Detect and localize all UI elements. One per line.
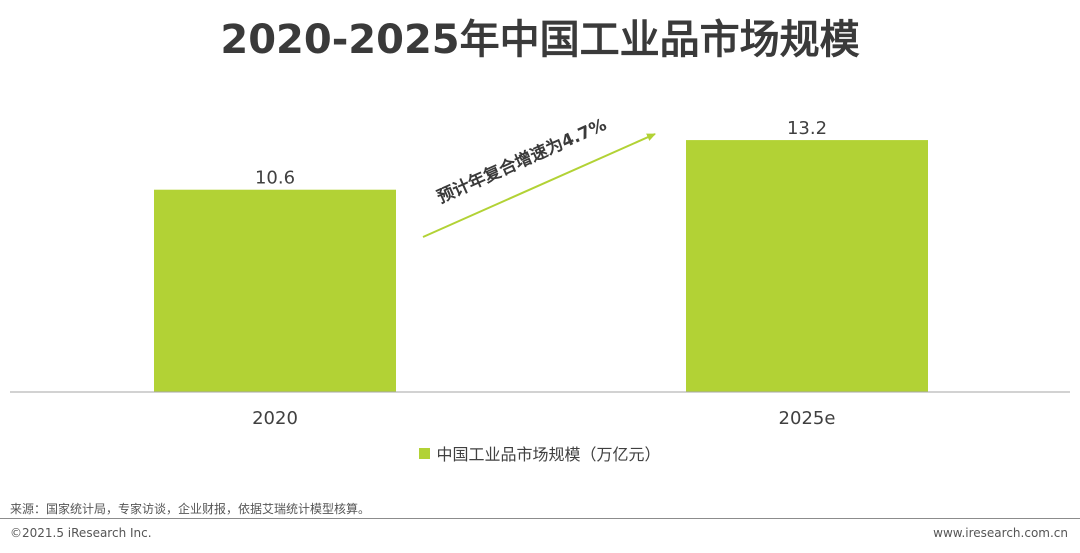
growth-arrow — [422, 133, 656, 238]
bar-2025e — [686, 140, 928, 392]
chart-legend: 中国工业品市场规模（万亿元） — [0, 440, 1080, 466]
chart-title: 2020-2025年中国工业品市场规模 — [220, 17, 860, 63]
footer-divider — [0, 518, 1080, 519]
legend-label: 中国工业品市场规模（万亿元） — [436, 445, 661, 464]
website-link[interactable]: www.iresearch.com.cn — [933, 526, 1068, 540]
legend-swatch — [419, 447, 431, 459]
copyright-text: ©2021.5 iResearch Inc. — [10, 526, 152, 540]
data-label-2020: 10.6 — [255, 168, 295, 189]
data-label-2025e: 13.2 — [787, 118, 827, 139]
source-note: 来源：国家统计局，专家访谈，企业财报，依据艾瑞统计模型核算。 — [10, 502, 371, 516]
bar-2020 — [154, 189, 396, 392]
x-tick-label-2025e: 2025e — [779, 408, 836, 429]
x-tick-label-2020: 2020 — [252, 408, 298, 429]
